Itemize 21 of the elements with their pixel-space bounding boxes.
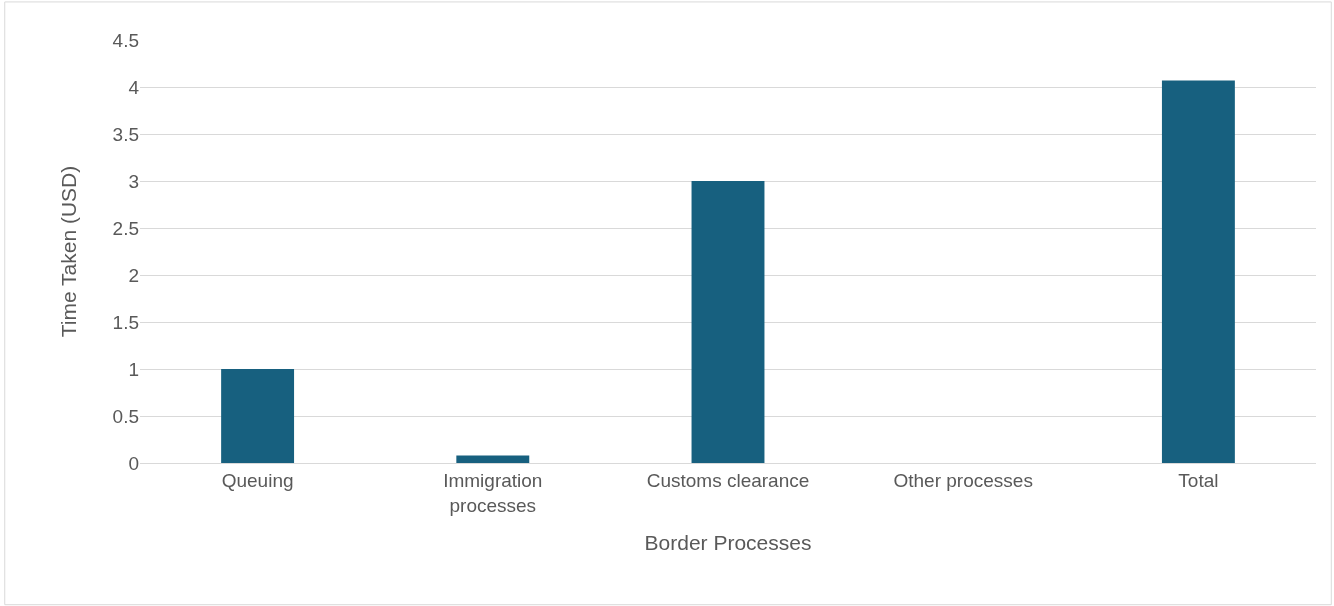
y-tick-label: 1.5 <box>112 311 139 333</box>
y-tick-label: 4.5 <box>112 29 139 51</box>
y-tick-label: 2 <box>128 264 139 286</box>
bar <box>691 181 765 463</box>
x-tick-label: Queuing <box>221 469 294 491</box>
y-tick-label: 2.5 <box>112 217 139 239</box>
y-tick-label: 3.5 <box>112 123 139 145</box>
x-axis-title: Border Processes <box>644 530 812 554</box>
y-tick-label: 0.5 <box>112 405 139 427</box>
y-axis-title: Time Taken (USD) <box>56 165 80 338</box>
y-tick-label: 4 <box>128 76 140 98</box>
y-tick-label: 0 <box>128 452 139 474</box>
x-tick-label: Immigration processes <box>443 469 543 516</box>
x-tick-label: Customs clearance <box>646 469 810 491</box>
bar <box>221 369 295 463</box>
y-tick-label: 3 <box>128 170 139 192</box>
x-tick-label: Other processes <box>893 469 1033 491</box>
y-tick-label: 1 <box>128 358 139 380</box>
x-tick-label: Total <box>1178 469 1219 491</box>
bar <box>456 455 530 463</box>
bar <box>1161 80 1235 463</box>
